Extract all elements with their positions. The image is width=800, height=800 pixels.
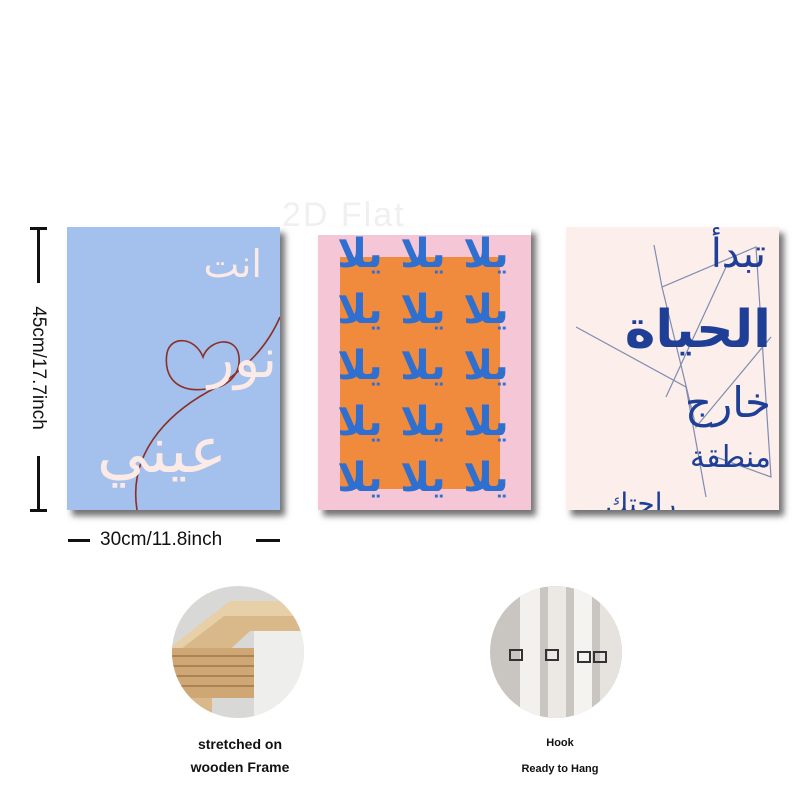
height-dimension-bottom-tick	[30, 509, 47, 512]
height-dimension-line-top	[37, 227, 40, 283]
painting-2: يلا يلا يلا يلا يلا يلا يلا يلا يلا يلا يلا يلا يلا ي…	[318, 227, 531, 510]
painting-2-word-r3-c2: يلا	[400, 343, 445, 389]
painting-2-word-r3-c1: يلا	[337, 343, 382, 389]
height-label: 45cm/17.7inch	[28, 306, 49, 430]
painting-3-line-2: الحياة	[625, 300, 771, 360]
painting-2-word-r4-c3: يلا	[463, 399, 508, 445]
wooden-frame-photo	[172, 586, 304, 718]
painting-1-line-1: انت	[204, 242, 262, 286]
painting-2-word-r1-c1: يلا	[337, 231, 382, 277]
wooden-frame-caption: stretched on wooden Frame	[190, 736, 290, 775]
painting-2-word-r3-c3: يلا	[463, 343, 508, 389]
hook-photo	[490, 586, 622, 718]
painting-3: تبدأ الحياة خارج منطقة راحتك	[566, 227, 779, 510]
painting-3-line-4: منطقة	[690, 440, 771, 475]
width-dimension-line-right	[256, 539, 280, 542]
hook-caption-title: Hook	[546, 737, 574, 749]
painting-2-artwork: يلا يلا يلا يلا يلا يلا يلا يلا يلا يلا يلا يلا يلا ي…	[318, 227, 531, 510]
painting-3-artwork: تبدأ الحياة خارج منطقة راحتك	[566, 227, 779, 510]
wooden-frame-artwork	[172, 586, 304, 718]
painting-3-line-1: تبدأ	[711, 227, 766, 277]
height-dimension-line-bottom	[37, 456, 40, 512]
painting-1-artwork: انت نور عيني	[67, 227, 280, 510]
painting-2-word-r4-c2: يلا	[400, 399, 445, 445]
painting-2-word-r1-c2: يلا	[400, 231, 445, 277]
painting-1-line-2: نور	[205, 327, 277, 390]
width-label: 30cm/11.8inch	[100, 529, 223, 550]
painting-3-line-3: خارج	[685, 378, 771, 427]
painting-3-line-5: راحتك	[605, 487, 676, 510]
hook-artwork	[490, 586, 622, 718]
hook-caption-subtitle: Ready to Hang	[521, 763, 599, 775]
painting-2-word-r2-c1: يلا	[337, 287, 382, 333]
painting-2-word-r5-c2: يلا	[400, 455, 445, 501]
painting-2-word-r2-c2: يلا	[400, 287, 445, 333]
painting-2-word-r4-c1: يلا	[337, 399, 382, 445]
width-dimension-line-left	[68, 539, 90, 542]
painting-2-word-r5-c3: يلا	[463, 455, 508, 501]
painting-2-word-r2-c3: يلا	[463, 287, 508, 333]
painting-2-word-r1-c3: يلا	[463, 231, 508, 277]
painting-1: انت نور عيني	[67, 227, 280, 510]
painting-2-word-r5-c1: يلا	[337, 455, 382, 501]
painting-1-line-3: عيني	[97, 414, 227, 488]
